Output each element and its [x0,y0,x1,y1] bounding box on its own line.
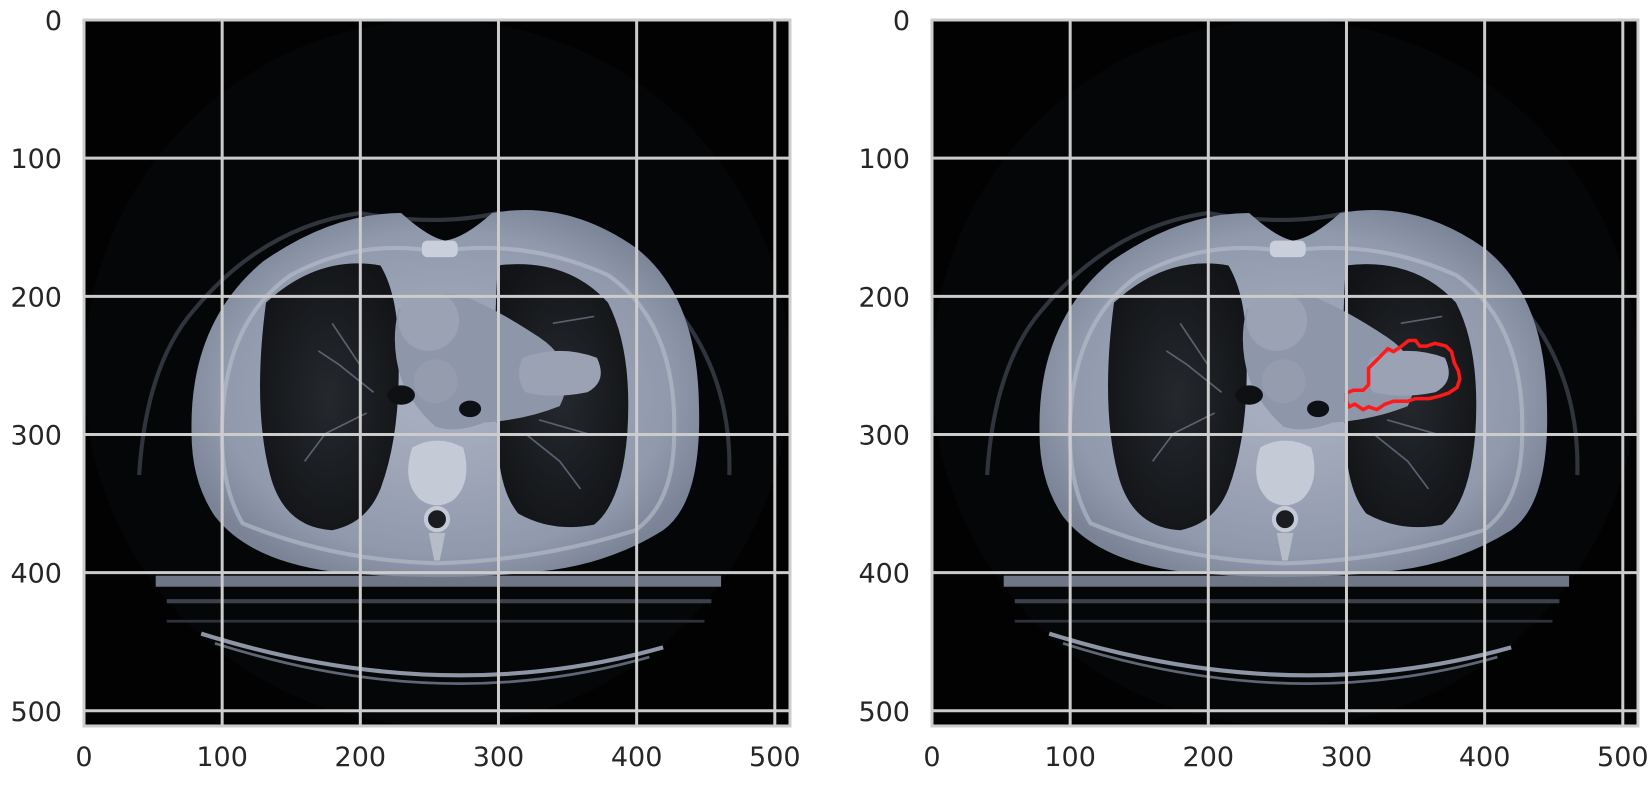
x-tick-label: 0 [75,742,92,773]
x-ticks-right: 0 100 200 300 400 500 [923,742,1648,773]
y-tick-label: 200 [10,282,62,313]
x-tick-label: 0 [923,742,940,773]
ct-image-left [84,20,790,726]
panel-left: 0 100 200 300 400 500 0 100 200 300 400 500 [10,6,800,773]
y-tick-label: 100 [858,144,910,175]
x-tick-label: 300 [1321,742,1373,773]
y-tick-label: 300 [858,420,910,451]
y-ticks-left: 0 100 200 300 400 500 [10,6,62,728]
x-ticks-left: 0 100 200 300 400 500 [75,742,800,773]
grid-right [930,18,1638,726]
y-tick-label: 100 [10,144,62,175]
y-tick-label: 500 [858,697,910,728]
x-tick-label: 400 [1459,742,1511,773]
x-tick-label: 200 [1183,742,1235,773]
grid-left [82,18,790,726]
y-tick-label: 500 [10,697,62,728]
y-tick-label: 200 [858,282,910,313]
x-tick-label: 200 [335,742,387,773]
axes-frame-left [82,18,792,728]
y-tick-label: 400 [858,559,910,590]
tumor-contour [1344,338,1462,412]
axes-frame-right [930,18,1640,728]
x-tick-label: 500 [749,742,801,773]
x-tick-label: 300 [473,742,525,773]
x-tick-label: 100 [1044,742,1096,773]
x-tick-label: 400 [611,742,663,773]
y-tick-label: 300 [10,420,62,451]
x-tick-label: 500 [1597,742,1649,773]
y-tick-label: 0 [893,6,910,37]
panel-right: 0 100 200 300 400 500 0 100 200 300 400 500 [858,6,1648,773]
y-tick-label: 0 [45,6,62,37]
x-tick-label: 100 [196,742,248,773]
y-tick-label: 400 [10,559,62,590]
ct-image-right [932,20,1638,726]
y-ticks-right: 0 100 200 300 400 500 [858,6,910,728]
